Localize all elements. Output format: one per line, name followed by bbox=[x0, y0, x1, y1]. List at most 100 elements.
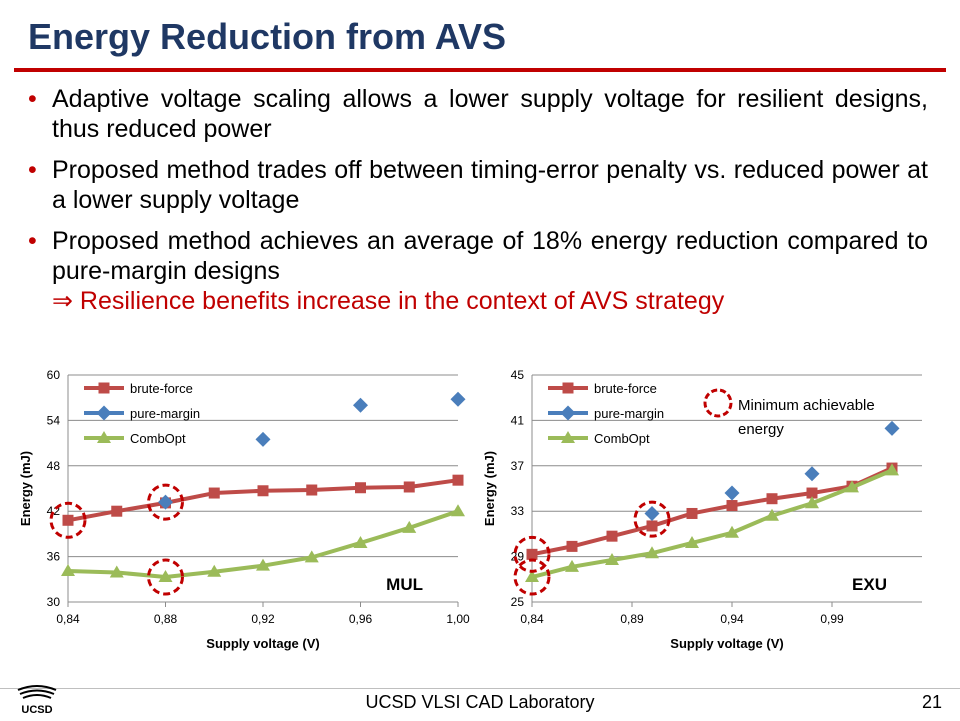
legend-marker bbox=[561, 431, 575, 443]
data-point bbox=[606, 530, 618, 542]
x-tick-label: 0,92 bbox=[251, 612, 275, 626]
y-tick-label: 33 bbox=[511, 504, 525, 518]
data-point bbox=[158, 570, 173, 583]
y-tick-label: 30 bbox=[47, 595, 61, 609]
ucsd-logo-icon: UCSD bbox=[17, 685, 57, 716]
data-point bbox=[255, 431, 271, 447]
chart-exu-label: EXU bbox=[852, 575, 887, 594]
series-pure-margin bbox=[644, 420, 900, 521]
y-axis-label: Energy (mJ) bbox=[18, 451, 33, 526]
data-point bbox=[644, 505, 660, 521]
data-point bbox=[158, 494, 173, 510]
data-point bbox=[804, 466, 820, 482]
y-axis-label: Energy (mJ) bbox=[482, 451, 497, 526]
bullet-item: • Proposed method achieves an average of… bbox=[28, 226, 928, 316]
x-tick-label: 0,88 bbox=[154, 612, 178, 626]
chart-mul: 30 36 42 48 54 60 0,84 0,88 0,92 0,96 1,00 Supply v… bbox=[18, 360, 483, 665]
data-point bbox=[724, 485, 740, 501]
chart-mul-label: MUL bbox=[386, 575, 423, 594]
data-point bbox=[353, 535, 368, 548]
data-point bbox=[685, 535, 699, 548]
y-tick-label: 29 bbox=[511, 550, 525, 564]
bullet-dot-icon: • bbox=[28, 227, 37, 255]
legend-marker bbox=[560, 405, 576, 421]
annotation-circle-icon bbox=[703, 388, 733, 418]
data-point bbox=[304, 550, 319, 563]
bullet-text: Proposed method achieves an average of 1… bbox=[52, 227, 928, 285]
data-point bbox=[402, 520, 417, 533]
minimum-energy-circle bbox=[633, 500, 671, 538]
bullet-text: Proposed method trades off between timin… bbox=[52, 156, 928, 214]
data-point bbox=[605, 553, 619, 566]
y-tick-label: 60 bbox=[47, 368, 61, 382]
footer-lab-name: UCSD VLSI CAD Laboratory bbox=[365, 692, 595, 712]
data-point bbox=[62, 514, 74, 526]
x-axis-label: Supply voltage (V) bbox=[670, 636, 783, 651]
y-tick-label: 25 bbox=[511, 595, 525, 609]
y-tick-label: 41 bbox=[511, 413, 525, 427]
data-point bbox=[403, 481, 415, 493]
data-point bbox=[806, 487, 818, 499]
minimum-energy-circle bbox=[513, 558, 551, 596]
x-tick-label: 0,84 bbox=[520, 612, 544, 626]
data-point bbox=[726, 500, 738, 512]
data-point bbox=[526, 548, 538, 560]
y-tick-label: 45 bbox=[511, 368, 525, 382]
data-point bbox=[111, 505, 123, 517]
annotation-text: Minimum achievable bbox=[738, 397, 875, 414]
legend-marker bbox=[96, 405, 112, 421]
series-combopt bbox=[61, 504, 465, 583]
series-pure-margin bbox=[158, 391, 466, 510]
data-point bbox=[256, 558, 270, 571]
legend: brute-force pure-margin CombOpt bbox=[84, 381, 200, 446]
x-tick-label: 0,89 bbox=[620, 612, 644, 626]
legend-marker bbox=[562, 382, 574, 394]
title-divider bbox=[14, 68, 946, 72]
minimum-energy-circle bbox=[49, 501, 87, 539]
data-point bbox=[845, 480, 859, 493]
legend-label: brute-force bbox=[130, 381, 193, 396]
data-point bbox=[566, 540, 578, 552]
footer: UCSD UCSD VLSI CAD Laboratory 21 bbox=[0, 685, 960, 720]
data-point bbox=[765, 508, 779, 521]
data-point bbox=[257, 485, 269, 497]
data-point bbox=[451, 504, 465, 517]
data-point bbox=[306, 484, 318, 496]
data-point bbox=[207, 564, 222, 577]
legend-marker bbox=[98, 382, 110, 394]
annotation-text: energy bbox=[738, 421, 784, 438]
bullet-list: • Adaptive voltage scaling allows a lowe… bbox=[28, 84, 928, 327]
data-point bbox=[355, 482, 366, 494]
x-tick-label: 0,84 bbox=[56, 612, 80, 626]
x-axis-label: Supply voltage (V) bbox=[206, 636, 319, 651]
data-point bbox=[109, 565, 124, 578]
data-point bbox=[61, 563, 75, 576]
slide-title: Energy Reduction from AVS bbox=[28, 16, 507, 57]
data-point bbox=[645, 546, 659, 559]
bullet-dot-icon: • bbox=[28, 156, 37, 184]
bullet-text: Adaptive voltage scaling allows a lower … bbox=[52, 85, 928, 143]
series-combopt bbox=[525, 463, 899, 583]
x-tick-label: 0,99 bbox=[820, 612, 844, 626]
y-tick-label: 48 bbox=[47, 459, 61, 473]
series-brute-force bbox=[62, 474, 464, 526]
annotation: Minimum achievable energy bbox=[703, 388, 875, 438]
data-point bbox=[805, 496, 819, 509]
legend: brute-force pure-margin CombOpt bbox=[548, 381, 664, 446]
data-point bbox=[565, 559, 579, 572]
data-point bbox=[885, 463, 899, 476]
data-point bbox=[766, 493, 778, 505]
ucsd-logo: UCSD bbox=[14, 680, 60, 721]
minimum-energy-circle bbox=[513, 535, 551, 573]
legend-label: CombOpt bbox=[130, 431, 186, 446]
series-line bbox=[531, 466, 893, 557]
bullet-text-block: Proposed method achieves an average of 1… bbox=[52, 226, 928, 316]
legend-label: CombOpt bbox=[594, 431, 650, 446]
legend-label: brute-force bbox=[594, 381, 657, 396]
y-tick-label: 37 bbox=[511, 459, 525, 473]
legend-label: pure-margin bbox=[594, 406, 664, 421]
bullet-item: • Adaptive voltage scaling allows a lowe… bbox=[28, 84, 928, 144]
footer-divider bbox=[0, 688, 960, 689]
data-point bbox=[725, 525, 739, 538]
